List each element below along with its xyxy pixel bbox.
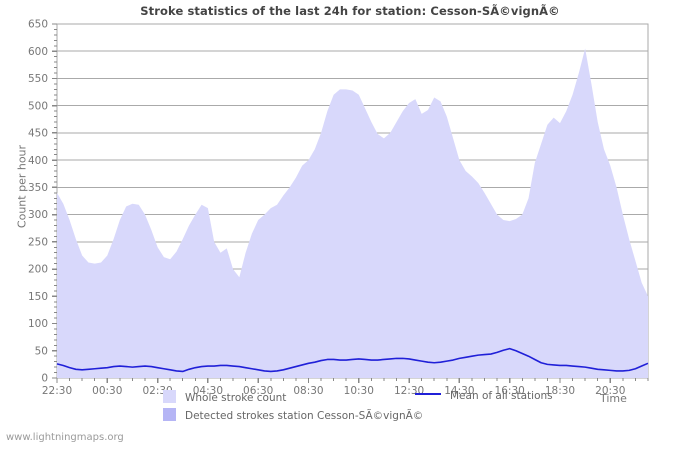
svg-text:0: 0 [41,373,48,385]
svg-text:22:30: 22:30 [42,385,72,397]
svg-text:450: 450 [28,128,48,140]
legend-item-whole-stroke-count: Whole stroke count [163,390,286,404]
svg-text:250: 250 [28,236,48,248]
svg-text:500: 500 [28,100,48,112]
svg-text:650: 650 [28,19,48,31]
legend-item-mean-of-all-stations: Mean of all stations [415,390,553,402]
svg-text:50: 50 [35,345,48,357]
svg-text:550: 550 [28,73,48,85]
svg-text:400: 400 [28,155,48,167]
svg-text:00:30: 00:30 [92,385,122,397]
legend-swatch-detected-strokes-station [163,408,176,421]
legend-swatch-whole-stroke-count [163,390,176,403]
svg-text:200: 200 [28,264,48,276]
svg-text:18:30: 18:30 [545,385,575,397]
svg-text:10:30: 10:30 [344,385,374,397]
legend-label-whole-stroke-count: Whole stroke count [185,392,287,404]
svg-text:06:30: 06:30 [243,385,273,397]
legend-label-detected-strokes-station: Detected strokes station Cesson-SÃ©vignÃ… [185,410,424,422]
svg-text:350: 350 [28,182,48,194]
svg-text:300: 300 [28,209,48,221]
svg-text:150: 150 [28,291,48,303]
svg-text:100: 100 [28,318,48,330]
legend-label-mean-of-all-stations: Mean of all stations [450,390,553,402]
svg-text:600: 600 [28,46,48,58]
chart-legend: Whole stroke count Mean of all stations … [0,390,700,426]
svg-text:14:30: 14:30 [444,385,474,397]
chart-title: Stroke statistics of the last 24h for st… [140,4,560,18]
svg-text:04:30: 04:30 [193,385,223,397]
svg-text:20:30: 20:30 [595,385,625,397]
svg-text:16:30: 16:30 [495,385,525,397]
legend-item-detected-strokes-station: Detected strokes station Cesson-SÃ©vignÃ… [163,408,423,422]
svg-text:08:30: 08:30 [293,385,323,397]
footer-attribution: www.lightningmaps.org [6,432,124,443]
legend-line-mean-of-all-stations [415,393,441,395]
x-axis-label: Time [600,392,627,405]
